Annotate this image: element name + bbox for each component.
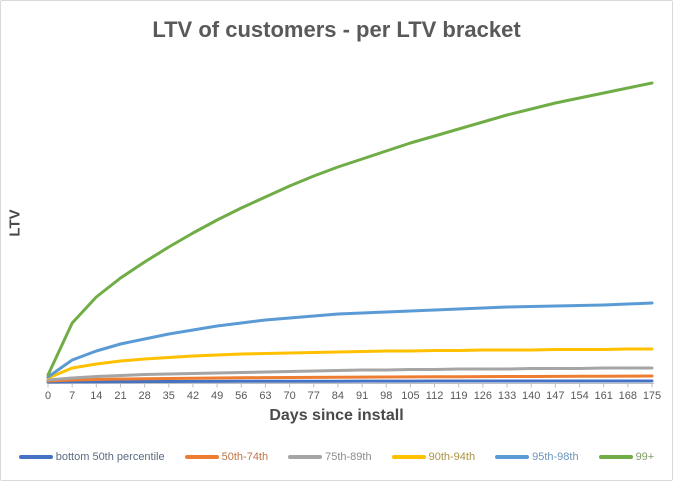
legend-item-75th-89th[interactable]: 75th-89th — [288, 451, 372, 463]
x-tick-label: 161 — [595, 390, 613, 402]
legend-swatch-bottom-50th-percentile — [18, 455, 53, 459]
legend-swatch-50th-74th — [184, 455, 219, 459]
series-line-95th-98th — [46, 301, 654, 379]
x-tick-label: 168 — [619, 390, 637, 402]
x-tick-label: 14 — [90, 390, 102, 402]
x-tick-label: 91 — [356, 390, 368, 402]
x-tick-label: 63 — [259, 390, 271, 402]
legend-swatch-90th-94th — [391, 455, 426, 459]
x-tick-label: 56 — [235, 390, 247, 402]
x-tick-label: 119 — [450, 390, 468, 402]
y-axis-title: LTV — [6, 209, 24, 237]
legend-item-bottom-50th-percentile[interactable]: bottom 50th percentile — [18, 451, 165, 463]
x-tick-label: 21 — [114, 390, 126, 402]
x-tick-label: 28 — [139, 390, 151, 402]
legend-label-75th-89th: 75th-89th — [325, 451, 372, 463]
legend-label-bottom-50th-percentile: bottom 50th percentile — [55, 451, 165, 463]
legend-label-95th-98th: 95th-98th — [532, 451, 579, 463]
legend-label-90th-94th: 90th-94th — [428, 451, 476, 463]
series-line-75th-89th — [46, 366, 654, 382]
series-line-90th-94th — [46, 347, 654, 380]
x-tick-label: 147 — [546, 390, 564, 402]
x-tick-label: 49 — [211, 390, 223, 402]
series-line-50th-74th — [46, 374, 654, 383]
legend-swatch-95th-98th — [495, 455, 530, 459]
series-line-99 — [46, 81, 654, 377]
legend-item-50th-74th[interactable]: 50th-74th — [184, 451, 269, 463]
legend: bottom 50th percentile 50th-74th 75th-89th… — [1, 451, 672, 463]
x-tick-label: 175 — [643, 390, 661, 402]
chart-title: LTV of customers - per LTV bracket — [152, 17, 521, 42]
legend-item-99[interactable]: 99+ — [598, 451, 655, 463]
x-tick-label: 140 — [522, 390, 540, 402]
x-tick-label: 126 — [474, 390, 492, 402]
x-tick-label: 84 — [332, 390, 344, 402]
x-tick-label: 0 — [45, 390, 51, 402]
legend-label-50th-74th: 50th-74th — [221, 451, 269, 463]
x-tick-label: 77 — [308, 390, 320, 402]
x-axis-title: Days since install — [269, 407, 404, 424]
legend-swatch-75th-89th — [288, 455, 323, 459]
x-tick-label: 98 — [380, 390, 392, 402]
series-line-bottom-50th-percentile — [46, 379, 654, 384]
legend-item-90th-94th[interactable]: 90th-94th — [391, 451, 476, 463]
x-tick-label: 133 — [498, 390, 516, 402]
legend-label-99: 99+ — [635, 451, 655, 463]
x-tick-label: 70 — [283, 390, 295, 402]
legend-swatch-99 — [598, 455, 633, 459]
x-tick-label: 7 — [69, 390, 75, 402]
legend-item-95th-98th[interactable]: 95th-98th — [495, 451, 579, 463]
x-tick-label: 35 — [163, 390, 175, 402]
x-tick-label: 154 — [570, 390, 588, 402]
x-tick-label: 42 — [187, 390, 199, 402]
x-tick-label: 112 — [426, 390, 444, 402]
x-tick-label: 105 — [401, 390, 419, 402]
